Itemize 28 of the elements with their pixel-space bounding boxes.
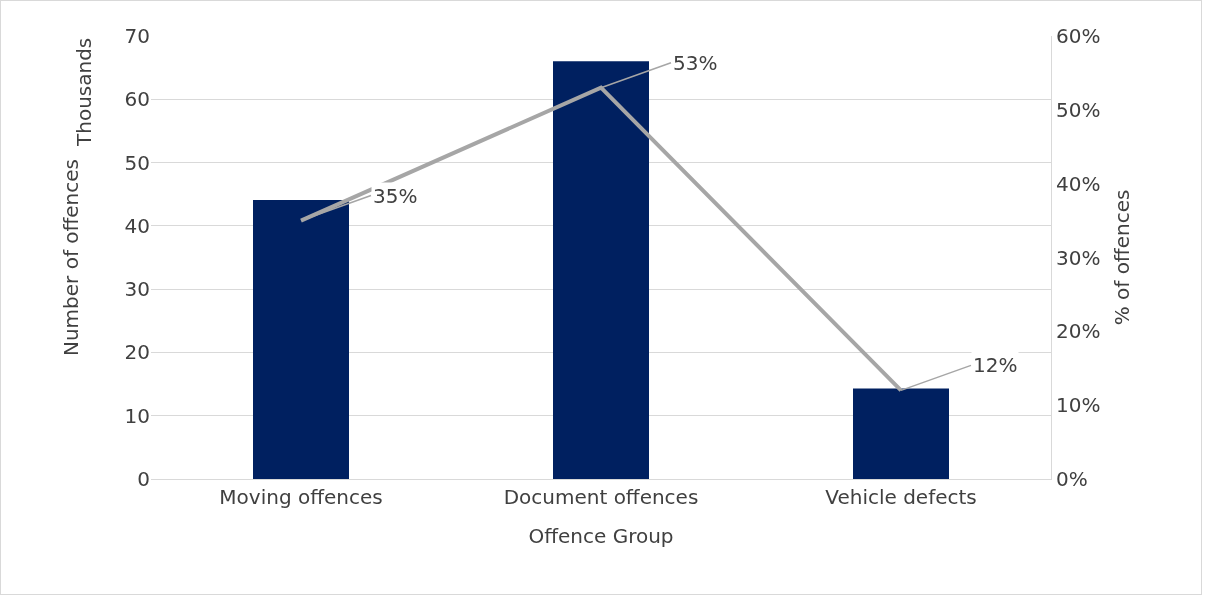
y-tick-label: 70 xyxy=(124,24,150,48)
x-tick-label: Moving offences xyxy=(219,485,383,509)
y-tick-label: 50 xyxy=(124,150,150,175)
y2-tick-label: 20% xyxy=(1056,319,1101,344)
y2-tick-label: 30% xyxy=(1056,245,1101,270)
y2-tick-label: 10% xyxy=(1056,393,1101,418)
data-label: 35% xyxy=(373,184,418,208)
y-tick-label: 0 xyxy=(137,467,150,491)
x-tick-label: Vehicle defects xyxy=(825,485,977,509)
y-tick-label: 30 xyxy=(124,277,150,302)
x-axis-title: Offence Group xyxy=(528,523,674,548)
text: Thousands xyxy=(72,37,96,147)
bar xyxy=(553,61,649,479)
y2-axis-title: % of offences xyxy=(1109,189,1134,326)
bar xyxy=(253,199,349,479)
data-label: 53% xyxy=(673,51,718,75)
y-tick-label: 60 xyxy=(124,87,150,112)
y2-tick-label: 50% xyxy=(1056,97,1101,122)
y-tick-label: 40 xyxy=(124,213,150,238)
data-label: 12% xyxy=(973,353,1018,377)
y2-tick-label: 40% xyxy=(1056,171,1101,196)
y2-tick-label: 0% xyxy=(1056,467,1088,491)
y2-tick-label: 60% xyxy=(1056,24,1101,48)
bar xyxy=(853,388,949,479)
y-tick-label: 20 xyxy=(124,340,150,365)
y-tick-label: 10 xyxy=(124,403,150,428)
x-tick-label: Document offences xyxy=(503,485,699,509)
y-axis-title: Number of offences xyxy=(59,158,84,357)
